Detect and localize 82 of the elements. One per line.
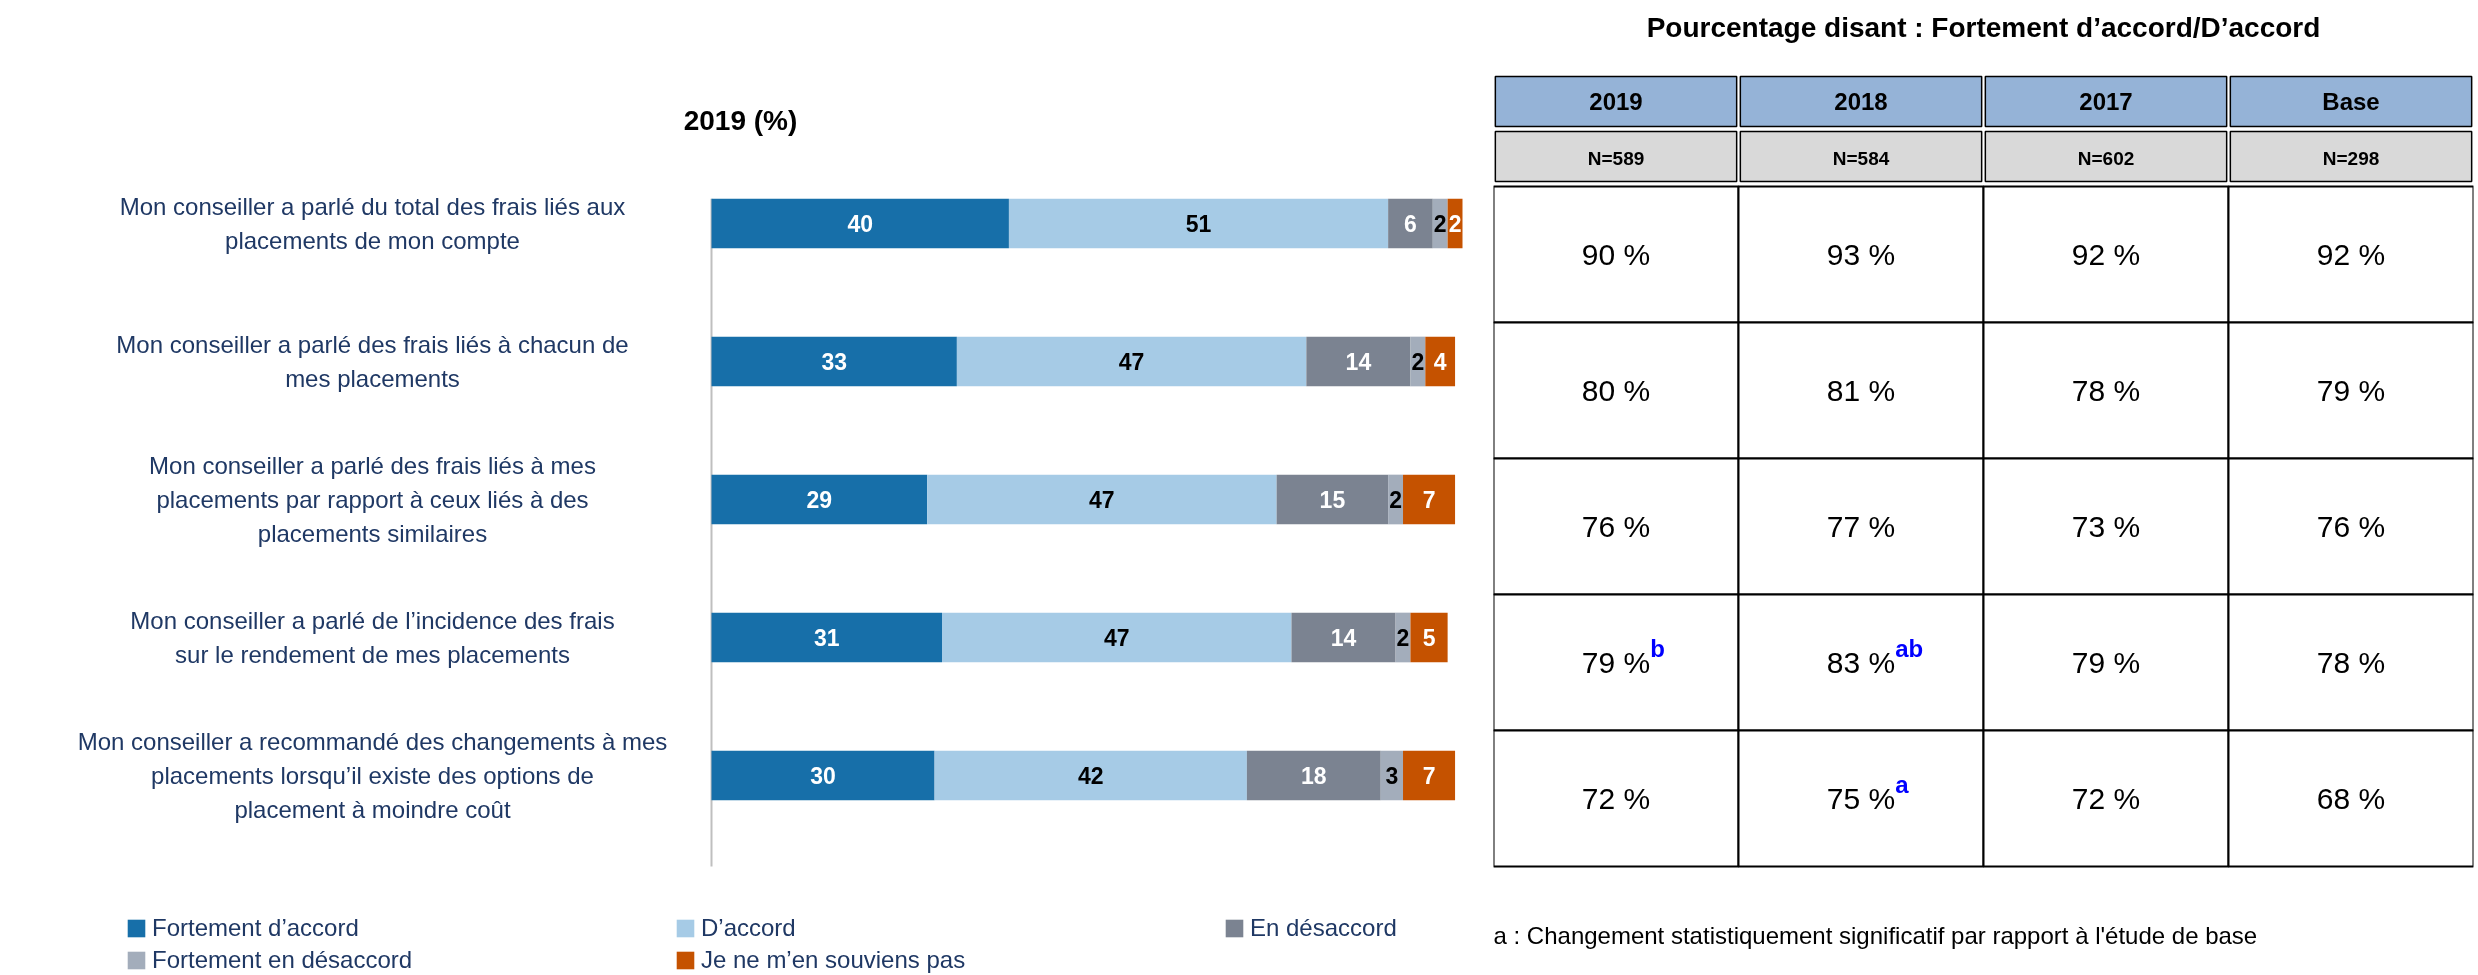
legend-label: D’accord [701, 913, 797, 943]
bar [927, 474, 1277, 525]
data-label: 93 % [1826, 238, 1896, 271]
data-label: 14 [1345, 349, 1372, 375]
data-label: 92 % [2071, 238, 2141, 271]
bar [1425, 336, 1456, 387]
text: a : Changement statistiquement significatif par rapport à l'étude de base [1493, 922, 2258, 949]
legend-label: Je ne m’en souviens pas [701, 945, 967, 975]
bar [1403, 750, 1456, 801]
data-label: 47 [1103, 625, 1130, 651]
data-label: 72 % [1581, 782, 1651, 815]
legend-label: En désaccord [1250, 914, 1397, 941]
data-label: 78 % [2316, 646, 2386, 679]
x-tick-label: 2019 [1589, 88, 1643, 115]
bar [1008, 198, 1389, 249]
data-label: 7 [1422, 487, 1436, 513]
annotation: N=298 [2322, 148, 2380, 169]
data-label: 76 % [1581, 510, 1651, 543]
data-label: 15 [1319, 487, 1346, 513]
x-tick-label: 2017 [2079, 88, 2133, 115]
data-label: 33 [821, 349, 847, 375]
data-label: 42 [1077, 763, 1104, 789]
data-label: 72 % [2071, 782, 2141, 815]
data-label: 2 [1433, 211, 1447, 237]
data-label: 3 [1385, 763, 1399, 789]
bar [956, 336, 1307, 387]
legend-label: Fortement d’accord [152, 913, 360, 943]
data-label: 18 [1301, 763, 1327, 789]
annotation: N=602 [2077, 148, 2135, 169]
annotation: N=589 [1587, 148, 1645, 169]
data-label: 92 % [2316, 238, 2386, 271]
chart-title: 2019 (%) [683, 105, 798, 136]
chart-title: Pourcentage disant : Fortement d’accord/D’accord [1646, 12, 2321, 43]
y-tick-label: Mon conseiller a recommandé des changements à mes placements lorsqu’il existe des options de placement à moindre coût [77, 728, 668, 823]
bar [1388, 198, 1433, 249]
data-label: 2 [1448, 211, 1462, 237]
annotation: N=584 [1832, 148, 1890, 169]
data-label: 31 [813, 625, 840, 651]
data-label: 76 % [2316, 510, 2386, 543]
data-label: 73 % [2071, 510, 2141, 543]
y-tick-label: Mon conseiller a parlé de l’incidence des frais sur le rendement de mes placements [130, 607, 615, 668]
bar [711, 336, 957, 387]
bar [934, 750, 1247, 801]
data-label: 78 % [2071, 374, 2141, 407]
data-label: 6 [1404, 211, 1417, 237]
bar [711, 198, 1009, 249]
bar [711, 612, 942, 663]
x-tick-label: 2018 [1834, 88, 1888, 115]
x-tick-label: Base [2322, 88, 2380, 115]
bar [1246, 750, 1381, 801]
bar [1410, 612, 1448, 663]
bar [1276, 474, 1389, 525]
y-tick-label: Mon conseiller a parlé des frais liés à mes placements par rapport à ceux liés à des placements similaires [149, 452, 596, 547]
data-label: 80 % [1581, 374, 1651, 407]
data-label: 2 [1411, 349, 1425, 375]
data-label: 47 [1089, 487, 1115, 513]
data-label: 2 [1396, 625, 1410, 651]
legend-label: Fortement en désaccord [152, 945, 414, 975]
bar [1306, 336, 1411, 387]
bar [1403, 474, 1456, 525]
data-label: 77 % [1826, 510, 1896, 543]
data-label: 68 % [2316, 782, 2386, 815]
bar [711, 750, 935, 801]
data-label: 7 [1422, 763, 1436, 789]
y-tick-label: Mon conseiller a parlé du total des frais liés aux placements de mon compte [119, 193, 626, 254]
data-label: 5 [1422, 625, 1436, 651]
data-label: 2 [1389, 487, 1402, 513]
data-label: 40 [847, 211, 874, 237]
bar [942, 612, 1292, 663]
y-tick-label: Mon conseiller a parlé des frais liés à chacun de mes placements [116, 331, 629, 392]
data-label: 90 % [1581, 238, 1651, 271]
bar [1291, 612, 1396, 663]
bar [711, 474, 928, 525]
data-label: 30 [810, 763, 836, 789]
data-label: 29 [806, 487, 833, 513]
data-label: 81 % [1826, 374, 1896, 407]
data-label: 14 [1330, 625, 1357, 651]
data-label: 79 % [2316, 374, 2386, 407]
data-label: 51 [1185, 211, 1212, 237]
data-label: 4 [1433, 349, 1447, 375]
data-label: 47 [1118, 349, 1145, 375]
data-label: 79 % [2071, 646, 2141, 679]
